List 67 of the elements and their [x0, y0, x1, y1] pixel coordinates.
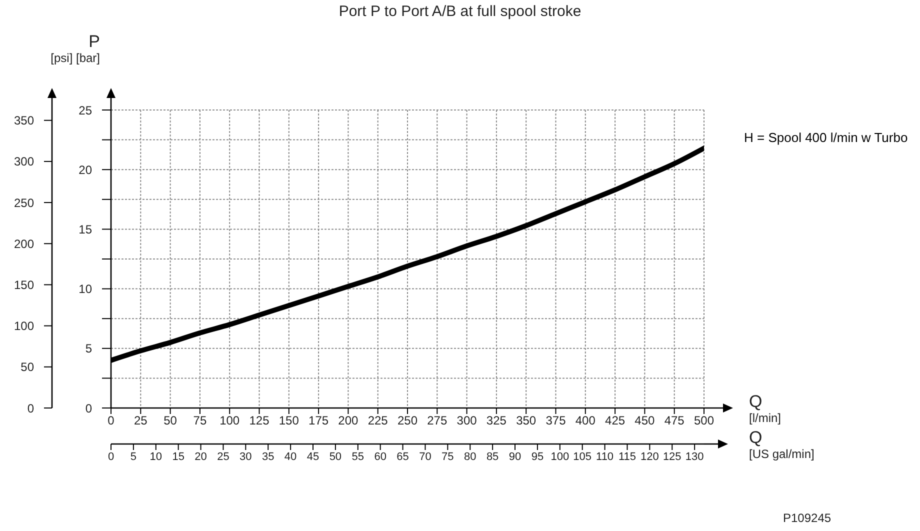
y-tick-label: 5: [85, 342, 92, 356]
x-axis-title: Q [l/min]: [749, 392, 782, 426]
x2-tick-label: 115: [618, 450, 636, 463]
x-tick-label: 375: [546, 414, 566, 428]
x2-tick-label: 60: [374, 450, 386, 463]
x2-tick-label: 55: [352, 450, 364, 463]
x2-tick-label: 15: [172, 450, 184, 463]
y2-tick-label: 100: [14, 319, 34, 334]
x2-axis-title: Q [US gal/min]: [749, 428, 814, 462]
x2-tick-label: 5: [130, 450, 137, 463]
x2-tick-label: 30: [240, 450, 252, 463]
y-tick-label: 15: [78, 222, 92, 236]
x2-tick-label: 125: [662, 450, 682, 463]
x2-tick-label: 110: [596, 450, 614, 463]
x2-tick-label: 10: [150, 450, 162, 463]
x2-tick-label: 0: [108, 450, 114, 463]
text: P109245: [783, 511, 832, 525]
x-tick-label: 400: [575, 414, 596, 428]
y-tick-label: 0: [85, 401, 92, 416]
x-tick-label: 125: [249, 414, 270, 428]
chart-title: Port P to Port A/B at full spool stroke: [338, 3, 582, 20]
x-tick-label: 25: [134, 414, 148, 428]
x2-tick-label: 40: [284, 450, 297, 463]
x2-tick-label: 50: [329, 450, 342, 463]
x2-tick-label: 25: [217, 450, 230, 463]
x-tick-label: 250: [397, 414, 418, 428]
y2-tick-label: 350: [14, 114, 34, 128]
x-tick-label: 175: [308, 414, 329, 428]
x2-tick-label: 130: [685, 450, 704, 463]
x2-tick-label: 105: [573, 450, 592, 463]
x-tick-label: 350: [516, 414, 536, 428]
y2-tick-label: 250: [14, 196, 34, 210]
x-tick-label: 275: [427, 414, 448, 428]
x2-tick-label: 65: [396, 450, 409, 463]
x2-tick-label: 85: [486, 450, 499, 463]
x2-tick-label: 80: [464, 450, 476, 463]
x2-tick-label: 95: [531, 450, 544, 463]
x2-tick-label: 45: [306, 450, 320, 463]
x2-tick-label: 120: [640, 450, 659, 463]
x2-tick-label: 75: [442, 450, 454, 463]
x2-tick-label: 100: [550, 450, 570, 463]
x-tick-label: 200: [338, 414, 359, 428]
y2-tick-label: 50: [20, 360, 34, 374]
x-tick-label: 0: [108, 414, 115, 428]
y2-tick-label: 0: [27, 401, 34, 416]
x2-tick-label: 35: [262, 450, 274, 463]
y-tick-label: 20: [78, 162, 92, 177]
x-tick-label: 500: [694, 414, 714, 428]
x-tick-label: 425: [605, 414, 626, 428]
x-tick-label: 325: [486, 414, 507, 428]
x2-tick-label: 90: [508, 450, 522, 463]
x-tick-label: 450: [634, 414, 656, 428]
x2-tick-label: 20: [194, 450, 207, 463]
x-tick-label: 475: [664, 414, 685, 428]
x2-tick-label: 70: [419, 450, 432, 463]
y-tick-label: 10: [78, 282, 92, 296]
x-tick-label: 100: [220, 414, 240, 428]
y2-tick-label: 200: [14, 236, 34, 251]
y-axis-title: P [psi] [bar]: [50, 32, 100, 66]
x-tick-label: 50: [164, 414, 178, 428]
x-tick-label: 300: [456, 414, 478, 428]
x-tick-label: 150: [278, 414, 300, 428]
x-tick-label: 75: [193, 414, 207, 428]
y2-tick-label: 300: [14, 154, 34, 169]
y-tick-label: 25: [78, 103, 92, 118]
x-tick-label: 225: [368, 414, 388, 428]
y2-tick-label: 150: [14, 278, 34, 292]
